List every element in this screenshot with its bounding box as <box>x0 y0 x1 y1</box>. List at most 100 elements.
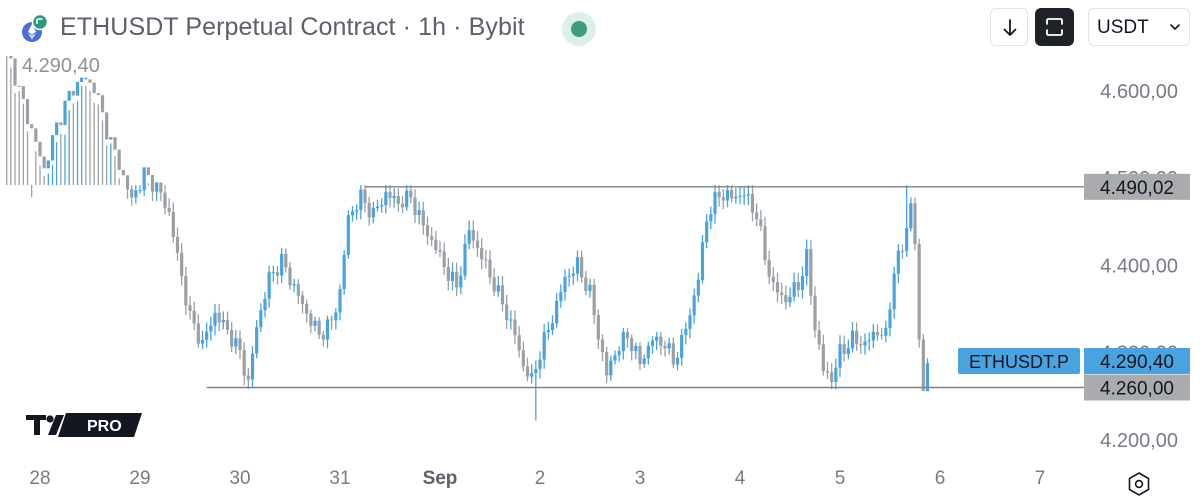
time-tick-label: 28 <box>29 468 50 489</box>
autoscale-icon <box>1046 18 1063 36</box>
candle <box>359 185 363 220</box>
download-button[interactable] <box>990 8 1028 46</box>
candle <box>921 334 925 392</box>
candle <box>296 279 300 305</box>
candle <box>234 330 238 355</box>
candle <box>859 335 863 354</box>
candle <box>621 327 625 360</box>
candle <box>805 239 809 286</box>
candle <box>71 90 75 186</box>
candle <box>325 315 330 349</box>
candle <box>500 275 505 312</box>
settings-hexagon-icon[interactable] <box>1128 472 1150 496</box>
time-tick-label: 5 <box>835 468 846 489</box>
candle <box>813 286 817 338</box>
candle <box>396 188 400 212</box>
candle <box>750 185 755 222</box>
candle <box>442 242 446 275</box>
candle <box>392 188 396 208</box>
candle <box>538 351 542 379</box>
time-tick-label: 6 <box>935 468 946 489</box>
candle <box>492 267 496 297</box>
candle <box>838 335 842 377</box>
candle <box>825 361 830 380</box>
candle <box>721 189 725 210</box>
candle <box>696 272 700 303</box>
candle <box>563 269 567 301</box>
candle <box>200 330 205 350</box>
candle <box>446 257 450 291</box>
candle <box>180 243 184 286</box>
last-price-tag: 4.290,40 <box>1084 347 1190 374</box>
candle <box>571 266 575 285</box>
candle <box>650 336 655 355</box>
candle <box>117 149 121 186</box>
candle <box>767 250 771 285</box>
candle <box>259 303 263 333</box>
svg-text:ETHUSDT.P: ETHUSDT.P <box>969 352 1069 372</box>
candle <box>800 266 805 299</box>
autoscale-button[interactable] <box>1035 8 1074 46</box>
candle <box>159 182 163 202</box>
candle <box>730 185 734 203</box>
candle <box>905 185 909 257</box>
candle <box>96 93 100 186</box>
currency-select[interactable]: USDT <box>1088 8 1190 46</box>
candle <box>917 238 921 348</box>
candle <box>275 266 280 285</box>
time-tick-label: 30 <box>229 468 250 489</box>
candle <box>384 185 388 214</box>
candle <box>775 272 780 303</box>
time-tick-label: 29 <box>129 468 150 489</box>
candle <box>113 137 117 186</box>
candle <box>342 250 346 295</box>
candle <box>900 244 905 260</box>
candle <box>871 324 875 349</box>
candle <box>884 320 888 343</box>
candles <box>6 56 930 421</box>
candle <box>363 185 367 213</box>
candle <box>517 326 521 358</box>
candle <box>425 216 430 245</box>
candle <box>867 332 871 351</box>
candle <box>580 250 584 283</box>
candle <box>84 77 88 186</box>
candle <box>467 220 471 250</box>
candle <box>671 337 675 369</box>
candle <box>550 315 555 336</box>
candle <box>125 175 130 199</box>
candle <box>263 291 267 318</box>
candle <box>496 275 500 297</box>
candle <box>738 187 742 205</box>
candle <box>109 137 113 186</box>
resistance-price-tag: 4.490,02 <box>1084 173 1190 200</box>
svg-text:4.260,00: 4.260,00 <box>1100 378 1174 399</box>
price-chart[interactable]: 4.600,004.500,004.400,004.300,004.200,00… <box>0 56 1200 503</box>
candle <box>305 299 309 323</box>
candle <box>834 358 838 390</box>
chart-header: ETHUSDT Perpetual Contract · 1h · Bybit … <box>0 0 1200 56</box>
candle <box>75 82 80 186</box>
candle <box>888 302 892 337</box>
candle <box>42 156 46 186</box>
candle <box>400 195 405 214</box>
candle <box>600 334 605 362</box>
candle <box>409 185 413 204</box>
candle <box>817 320 821 350</box>
candle <box>692 288 696 324</box>
candle <box>638 342 642 371</box>
time-tick-label: 7 <box>1035 468 1046 489</box>
candle <box>163 185 167 215</box>
candle <box>380 198 384 213</box>
candle <box>746 185 750 206</box>
candle <box>192 301 196 331</box>
candle <box>742 186 746 206</box>
candle <box>292 278 296 293</box>
candle <box>300 290 305 314</box>
candle <box>413 189 417 224</box>
candle <box>67 90 71 186</box>
candle <box>421 201 425 235</box>
tradingview-pro-logo: PRO <box>26 413 142 437</box>
candle <box>913 197 917 251</box>
candle <box>688 308 692 339</box>
